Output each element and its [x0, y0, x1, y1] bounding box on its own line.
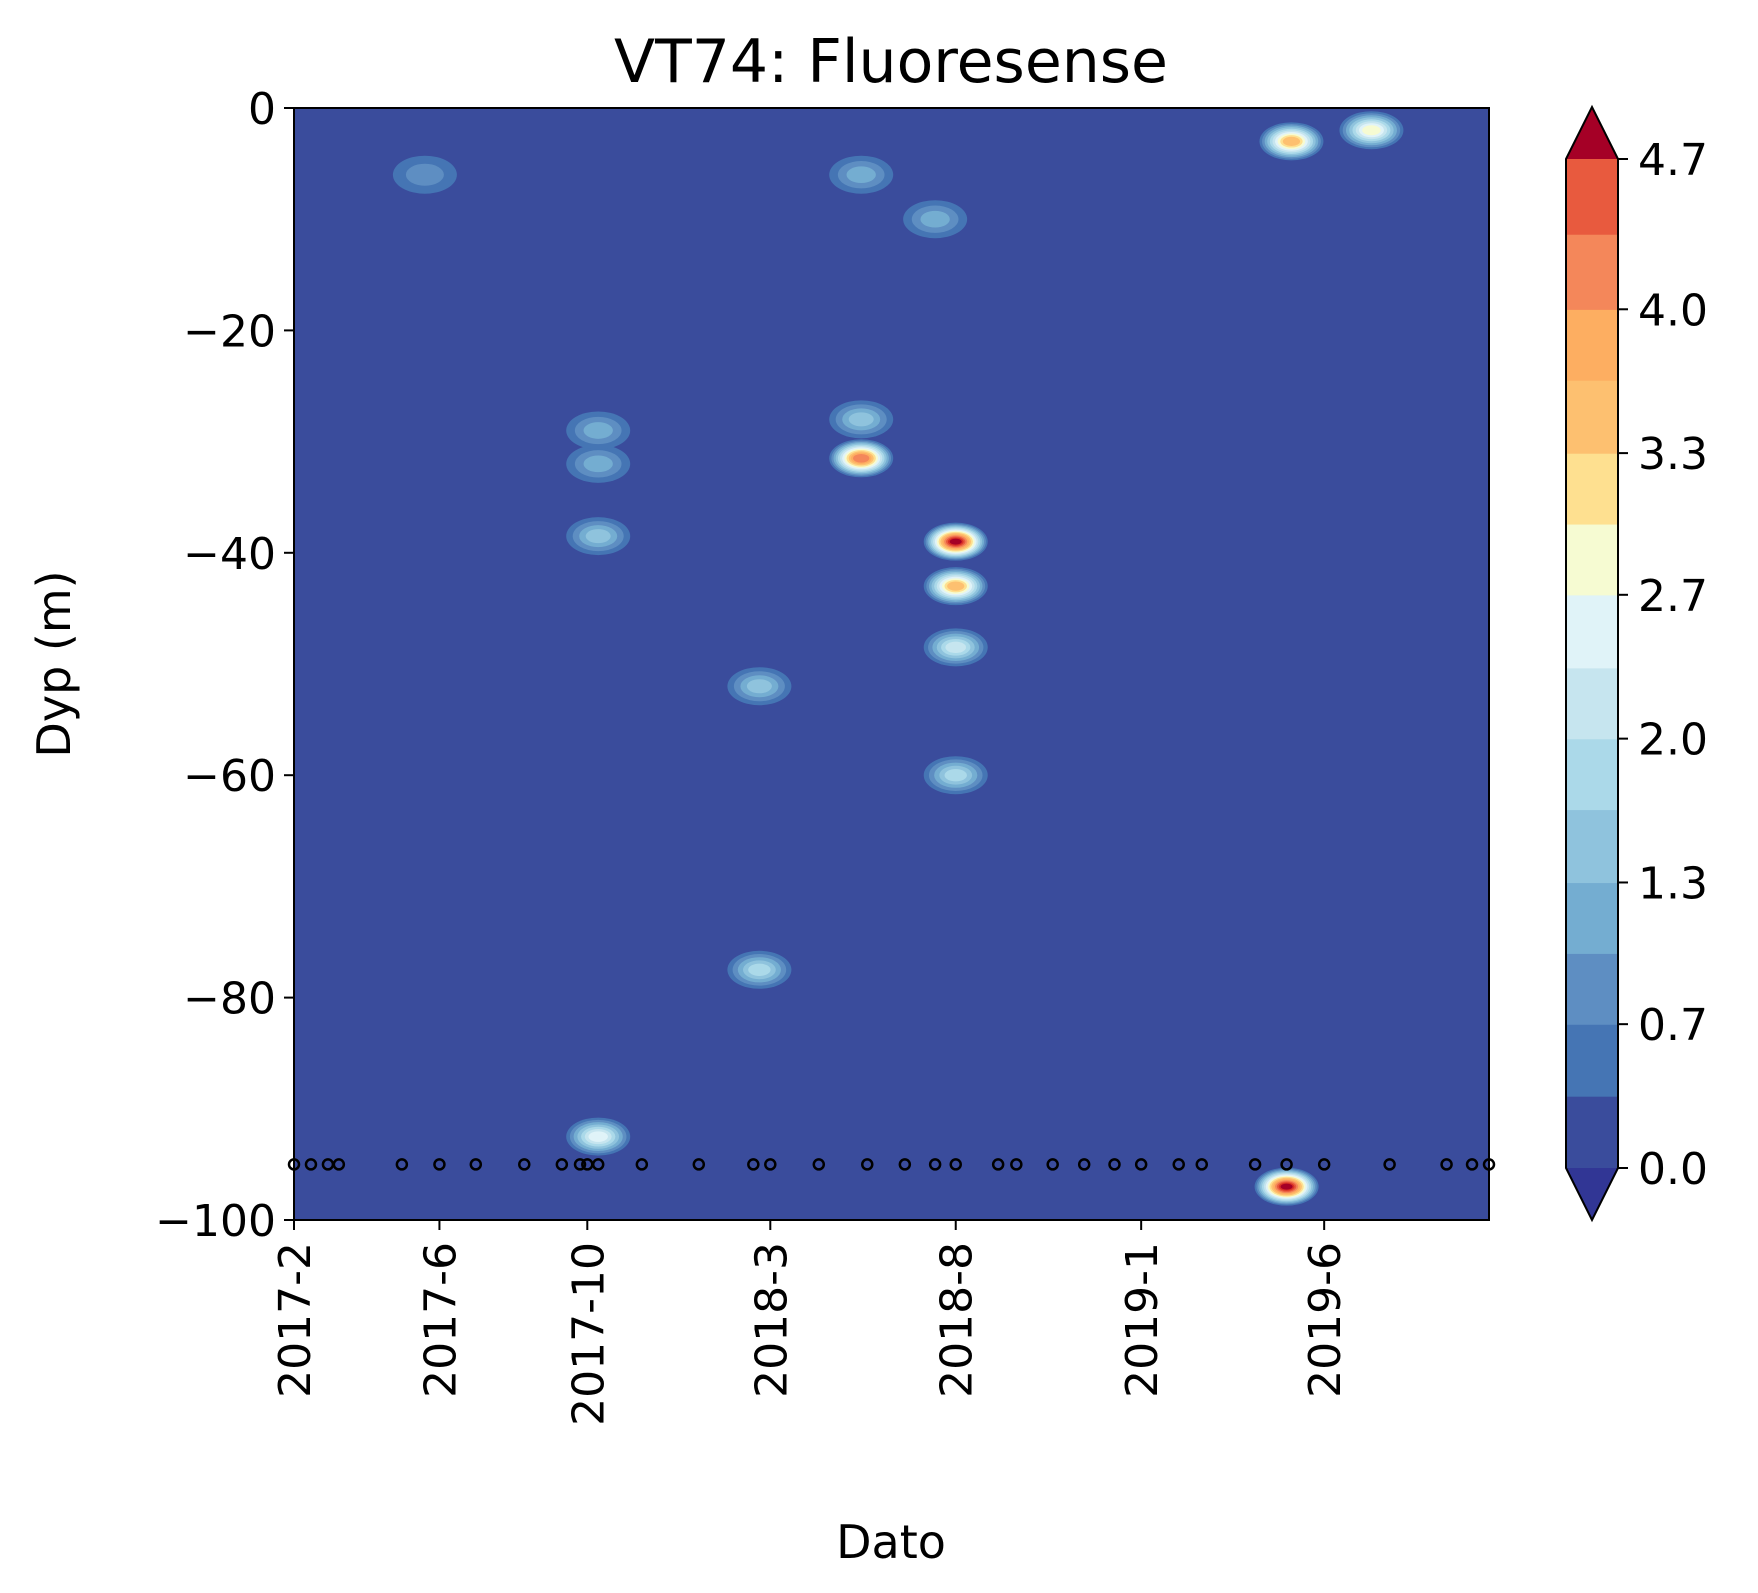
sample-marker — [1077, 1158, 1091, 1171]
colorbar-tick-label: 1.3 — [1638, 858, 1708, 909]
y-tick-label: −20 — [183, 306, 276, 357]
contour-feature-8-level-4 — [848, 412, 874, 427]
sample-marker — [469, 1158, 483, 1171]
colorbar-band — [1566, 234, 1618, 310]
contour-feature-6-level-5 — [944, 769, 967, 782]
sample-marker — [991, 1158, 1005, 1171]
x-tick-label: 2019-1 — [1117, 1242, 1168, 1398]
sample-marker — [747, 1158, 760, 1171]
sample-marker — [898, 1158, 912, 1171]
colorbar-band — [1566, 667, 1618, 740]
plot-frame — [293, 107, 1490, 1221]
sample-marker — [1172, 1158, 1185, 1171]
sample-marker — [332, 1158, 346, 1171]
sample-marker — [395, 1158, 409, 1171]
colorbar-band — [1566, 159, 1618, 235]
colorbar-tick-label: 4.0 — [1638, 285, 1708, 336]
contour-level-base — [294, 108, 1489, 1220]
sample-marker — [433, 1158, 446, 1171]
contour-feature-4-level-10 — [947, 581, 965, 591]
sample-marker — [1010, 1158, 1023, 1171]
sample-marker — [1248, 1158, 1262, 1171]
x-tick-label: 2019-6 — [1300, 1242, 1351, 1398]
sample-marker — [1465, 1158, 1479, 1171]
x-axis: 2017-2 2017-6 2017-10 2018-3 2018-8 2019-1 201… — [270, 1220, 1351, 1426]
contour-feature-12-level-3 — [583, 455, 613, 473]
colorbar-band — [1566, 453, 1618, 525]
sample-marker — [1280, 1158, 1293, 1171]
sample-marker — [573, 1158, 587, 1171]
colorbar-band — [1566, 882, 1618, 954]
sample-marker — [949, 1158, 962, 1171]
sample-marker — [555, 1158, 569, 1171]
sample-marker — [1317, 1158, 1331, 1171]
contour-feature-13-level-3 — [583, 422, 613, 439]
sample-marker — [692, 1158, 706, 1171]
colorbar-tick-label: 4.7 — [1638, 135, 1708, 186]
contour-feature-3-peak — [949, 538, 962, 545]
contour-feature-17-level-2 — [405, 163, 444, 186]
y-tick-label: −40 — [183, 529, 276, 580]
contour-feature-2-peak — [1280, 1183, 1293, 1190]
sample-marker — [1383, 1158, 1396, 1171]
sample-marker — [591, 1158, 605, 1171]
contour-feature-10-level-7 — [588, 1131, 608, 1142]
colorbar-band — [1566, 309, 1618, 381]
colorbar-band — [1566, 953, 1618, 1025]
contour-feature-1-level-8 — [1362, 125, 1381, 136]
sample-marker — [304, 1158, 318, 1171]
colorbar-band — [1566, 594, 1618, 669]
colorbar-band — [1566, 1096, 1618, 1169]
contour-feature-5-level-6 — [945, 641, 967, 653]
colorbar: 0.0 0.7 1.3 2.0 2.7 3.3 4.0 4.7 — [1565, 104, 1708, 1223]
x-tick-label: 2017-6 — [415, 1242, 466, 1398]
colorbar-band — [1566, 738, 1618, 811]
contour-feature-14-level-5 — [748, 963, 771, 976]
sample-marker — [764, 1158, 777, 1171]
colorbar-tick-label: 3.3 — [1638, 429, 1708, 480]
y-tick-label: −60 — [183, 751, 276, 802]
y-tick-label: −100 — [155, 1196, 276, 1247]
colorbar-band — [1566, 809, 1618, 884]
x-tick-label: 2017-10 — [563, 1242, 614, 1426]
chart-title: VT74: Fluoresense — [614, 27, 1168, 97]
sample-marker — [1134, 1158, 1148, 1171]
colorbar-tick-label: 2.0 — [1638, 715, 1708, 766]
sample-marker — [812, 1158, 826, 1171]
y-tick-label: 0 — [248, 84, 276, 135]
sample-marker — [1195, 1158, 1209, 1171]
x-tick-label: 2018-8 — [932, 1242, 983, 1398]
colorbar-band — [1566, 523, 1618, 596]
contour-feature-7-level-12 — [853, 453, 870, 463]
contour-fill — [294, 108, 1489, 1220]
sample-marker — [928, 1158, 942, 1171]
sample-marker — [635, 1158, 649, 1171]
y-axis: 0 −20 −40 −60 −80 −100 — [155, 84, 294, 1247]
contour-feature-11-level-4 — [585, 529, 611, 544]
colorbar-extend-min — [1566, 1168, 1618, 1220]
colorbar-tick-label: 0.7 — [1638, 1000, 1708, 1051]
sample-marker — [1046, 1158, 1059, 1171]
y-tick-label: −80 — [183, 974, 276, 1025]
contour-feature-15-level-4 — [746, 679, 772, 694]
contour-feature-16-level-3 — [920, 210, 950, 228]
colorbar-band — [1566, 380, 1618, 454]
sample-marker — [518, 1158, 531, 1171]
y-axis-label: Dyp (m) — [27, 570, 81, 757]
x-tick-label: 2017-2 — [270, 1242, 321, 1398]
contour-feature-0-level-10 — [1282, 136, 1301, 146]
x-axis-label: Dato — [836, 1515, 946, 1569]
colorbar-tick-label: 2.7 — [1638, 571, 1708, 622]
x-tick-label: 2018-3 — [746, 1242, 797, 1398]
colorbar-tick-label: 0.0 — [1638, 1144, 1708, 1195]
sample-marker — [861, 1158, 874, 1171]
contour-feature-9-level-3 — [846, 166, 876, 184]
sample-marker — [1108, 1158, 1121, 1171]
colorbar-band — [1566, 1024, 1618, 1097]
sample-marker — [1440, 1158, 1453, 1171]
colorbar-extend-max — [1566, 107, 1618, 159]
sample-markers — [287, 1158, 1496, 1171]
plot-area — [287, 107, 1496, 1221]
